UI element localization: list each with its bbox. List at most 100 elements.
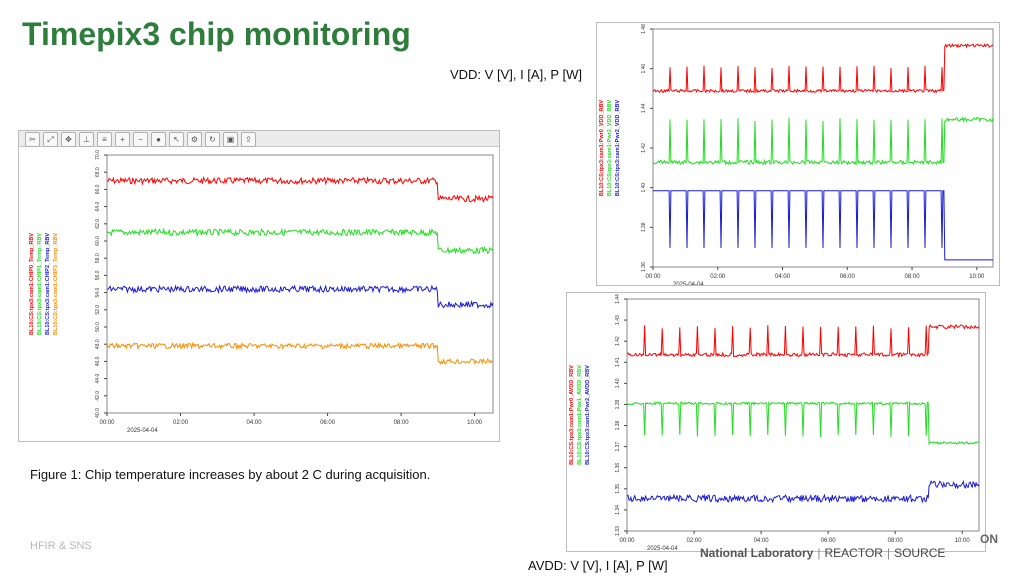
x-tick-label: 02:00	[710, 274, 726, 280]
series-line	[626, 323, 980, 359]
x-tick-label: 10:00	[969, 274, 985, 280]
y-tick-label: 56.0	[95, 270, 101, 280]
y-tick-label: 1.41	[615, 357, 621, 367]
y-tick-label: 40.0	[95, 408, 101, 418]
x-date-label: 2025-04-04	[647, 546, 678, 551]
x-tick-label: 04:00	[775, 274, 791, 280]
x-tick-label: 04:00	[754, 538, 770, 544]
figure-caption: Figure 1: Chip temperature increases by …	[30, 467, 431, 482]
slide-title: Timepix3 chip monitoring	[22, 16, 411, 52]
y-axis-label: BL10:CS:tpx3:cam1:CHIP2_Temp_RBV	[45, 233, 51, 335]
y-tick-label: 46.0	[95, 356, 101, 366]
x-tick-label: 02:00	[687, 538, 703, 544]
y-axis-label: BL10:CS:tpx3:cam1:Pwr0_VDD_RBV	[599, 100, 605, 197]
y-tick-label: 48.0	[95, 339, 101, 349]
series-line	[106, 175, 494, 203]
series-line	[106, 227, 494, 255]
x-tick-label: 00:00	[619, 538, 635, 544]
logo-lab-text: National Laboratory	[700, 546, 814, 560]
series-line	[653, 190, 993, 261]
y-tick-label: 1.35	[615, 484, 621, 494]
series-line	[106, 341, 494, 365]
pan-icon[interactable]: ✥	[61, 132, 76, 147]
y-tick-label: 1.34	[615, 505, 621, 515]
x-tick-label: 04:00	[247, 420, 263, 426]
y-tick-label: 1.48	[641, 24, 647, 34]
x-tick-label: 02:00	[173, 420, 189, 426]
y-tick-label: 1.38	[641, 222, 647, 232]
ornl-logo: ON National Laboratory | REACTOR | SOURCE	[700, 532, 998, 560]
y-tick-label: 64.0	[95, 202, 101, 212]
refresh-icon[interactable]: ↻	[205, 132, 220, 147]
avdd-chart: 00:00 02:00 04:00 06:00 08:00 10:00 2025-04-04…	[569, 294, 980, 551]
x-tick-label: 08:00	[905, 274, 921, 280]
y-axis-label: BL10:CS:tpx3:cam1:CHIP3_Temp_RBV	[53, 233, 59, 335]
x-tick-label: 10:00	[955, 538, 971, 544]
x-tick-label: 00:00	[645, 274, 661, 280]
y-tick-label: 54.0	[95, 288, 101, 298]
stack-icon[interactable]: ≡	[97, 132, 112, 147]
logo-on-text: ON	[980, 532, 998, 546]
y-tick-label: 1.40	[641, 183, 647, 193]
y-tick-label: 1.42	[615, 336, 621, 346]
series-line	[652, 43, 994, 94]
y-axis-label: BL10:CS:tpx3:cam1:CHIP0_Temp_RBV	[29, 233, 35, 335]
y-axis-label: BL10:CS:tpx3:cam1:Pwr0_AVDD_RBV	[569, 365, 575, 465]
series-line	[626, 400, 980, 446]
avdd-chart-panel[interactable]: 00:00 02:00 04:00 06:00 08:00 10:00 2025-04-04…	[566, 292, 986, 552]
y-axis-label: BL10:CS:tpx3:cam1:Pwr1_AVDD_RBV	[577, 365, 583, 465]
y-tick-label: 1.42	[641, 143, 647, 153]
x-tick-label: 06:00	[821, 538, 837, 544]
y-tick-label: 50.0	[95, 322, 101, 332]
series-line	[652, 115, 994, 166]
stop-icon[interactable]: ●	[151, 132, 166, 147]
save-icon[interactable]: ▣	[223, 132, 238, 147]
y-tick-label: 44.0	[95, 374, 101, 384]
y-tick-label: 58.0	[95, 253, 101, 263]
series-line	[106, 284, 494, 309]
y-tick-label: 1.46	[641, 64, 647, 74]
y-tick-label: 1.33	[615, 526, 621, 536]
y-tick-label: 1.36	[641, 262, 647, 272]
y-axis-label: BL10:CS:tpx3:cam1:CHIP1_Temp_RBV	[37, 233, 43, 335]
x-tick-label: 08:00	[888, 538, 904, 544]
y-tick-label: 66.0	[95, 184, 101, 194]
y-tick-label: 68.0	[95, 167, 101, 177]
y-tick-label: 70.0	[95, 150, 101, 160]
axis-icon[interactable]: ⊥	[79, 132, 94, 147]
zoom-in-icon[interactable]: +	[115, 132, 130, 147]
y-tick-label: 42.0	[95, 391, 101, 401]
y-tick-label: 1.39	[615, 399, 621, 409]
y-tick-label: 62.0	[95, 219, 101, 229]
temperature-chart-panel[interactable]: ✂ ⤢ ✥ ⊥ ≡ + − ● ↖ ⚙ ↻ ▣ ⇪ 00:00 02:00 04:00 06:00 08:00 1…	[18, 130, 500, 442]
y-axis-label: BL10:CS:tpx3:cam1:Pwr2_VDD_RBV	[607, 100, 613, 197]
temperature-chart: 00:00 02:00 04:00 06:00 08:00 10:00 2025-04-04…	[29, 150, 494, 434]
config-icon[interactable]: ⚙	[187, 132, 202, 147]
cut-icon[interactable]: ✂	[25, 132, 40, 147]
plot-area	[106, 154, 494, 414]
footer-text: HFIR & SNS	[30, 540, 92, 552]
vdd-chart-panel[interactable]: 00:00 02:00 04:00 06:00 08:00 10:00 2025-04-04…	[596, 22, 1000, 286]
x-date-label: 2025-04-04	[673, 282, 704, 285]
y-tick-label: 1.38	[615, 420, 621, 430]
zoom-fit-icon[interactable]: ⤢	[43, 132, 58, 147]
y-tick-label: 1.44	[641, 103, 647, 113]
y-tick-label: 1.40	[615, 378, 621, 388]
y-tick-label: 1.44	[615, 294, 621, 304]
vdd-chart: 00:00 02:00 04:00 06:00 08:00 10:00 2025-04-04…	[599, 24, 994, 285]
chart-toolbar: ✂ ⤢ ✥ ⊥ ≡ + − ● ↖ ⚙ ↻ ▣ ⇪	[19, 131, 499, 147]
x-date-label: 2025-04-04	[127, 428, 158, 434]
export-icon[interactable]: ⇪	[241, 132, 256, 147]
vdd-caption: VDD: V [V], I [A], P [W]	[450, 67, 582, 82]
series-line	[626, 479, 980, 504]
y-tick-label: 1.43	[615, 315, 621, 325]
x-tick-label: 08:00	[394, 420, 410, 426]
y-axis-label: BL10:CS:tpx3:cam1:Pwr2_VDD_RBV	[615, 100, 621, 197]
x-tick-label: 10:00	[467, 420, 483, 426]
y-tick-label: 1.37	[615, 442, 621, 452]
y-tick-label: 52.0	[95, 305, 101, 315]
x-tick-label: 06:00	[840, 274, 856, 280]
y-tick-label: 1.36	[615, 463, 621, 473]
zoom-out-icon[interactable]: −	[133, 132, 148, 147]
cursor-icon[interactable]: ↖	[169, 132, 184, 147]
